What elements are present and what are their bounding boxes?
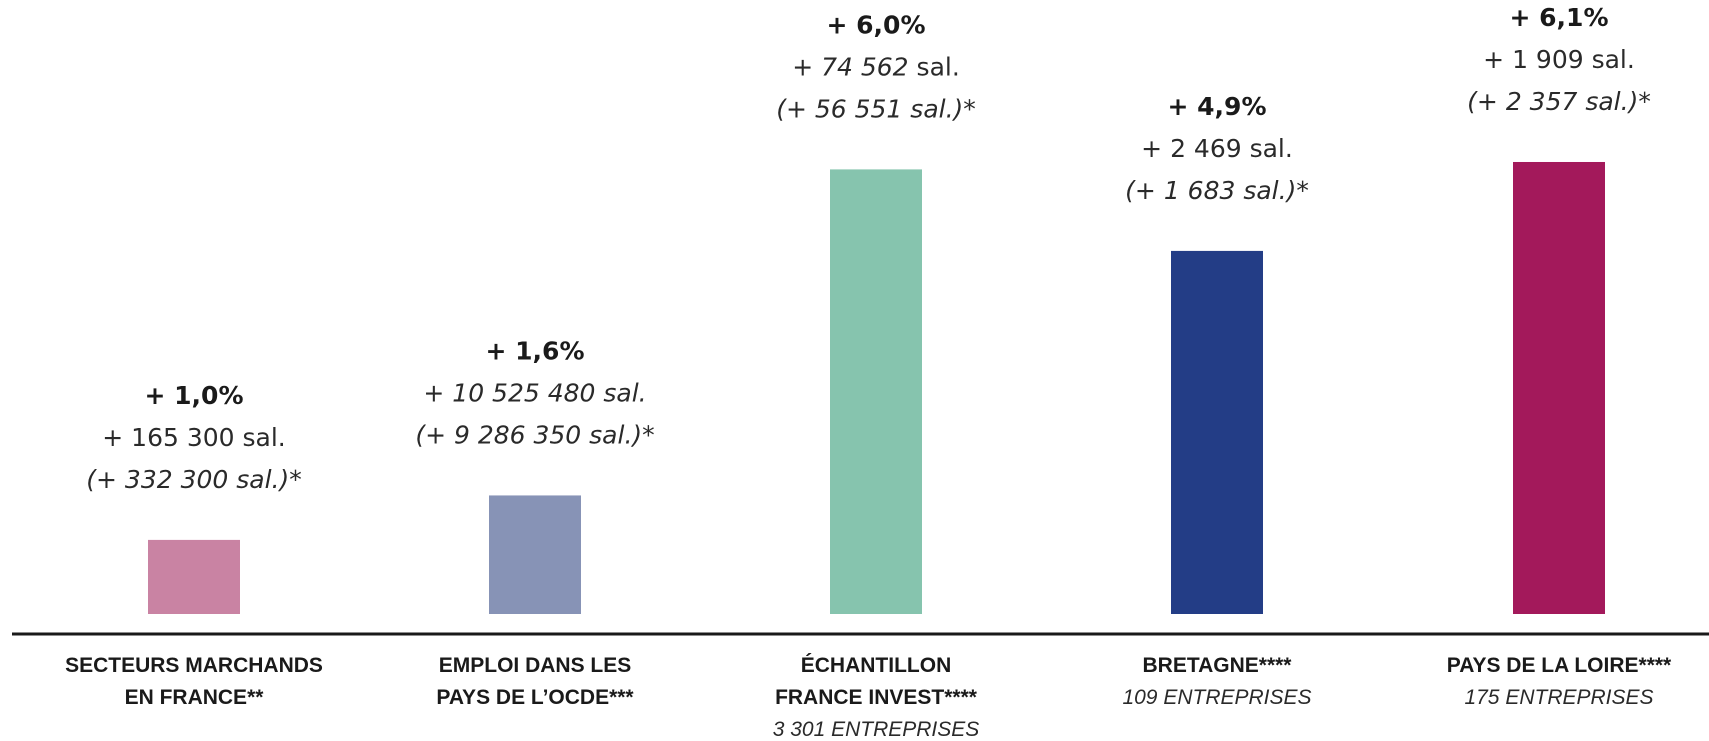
category-label-1-line-2: EN FRANCE**: [125, 686, 265, 709]
bar-1-percent-label: + 1,0%: [145, 381, 244, 410]
category-label-1-line-1: SECTEURS MARCHANDS: [65, 654, 323, 677]
category-subtitle-4: 109 ENTREPRISES: [1122, 686, 1311, 709]
category-label-2-line-1: EMPLOI DANS LES: [439, 654, 632, 677]
category-label-5-line-1: PAYS DE LA LOIRE****: [1447, 654, 1672, 677]
category-label-3-line-1: ÉCHANTILLON: [801, 654, 952, 677]
category-label-4-line-1: BRETAGNE****: [1143, 654, 1293, 677]
bar-3: [830, 169, 922, 614]
bar-3-percent-label: + 6,0%: [827, 10, 926, 39]
bar-1: [148, 539, 240, 614]
bar-5-percent-label: + 6,1%: [1510, 3, 1609, 32]
bar-4-previous-label: (+ 1 683 sal.)*: [1125, 176, 1309, 205]
bar-4-percent-label: + 4,9%: [1168, 92, 1267, 121]
bar-2-previous-label: (+ 9 286 350 sal.)*: [415, 420, 654, 449]
bar-1-previous-label: (+ 332 300 sal.)*: [86, 465, 301, 494]
bar-5-previous-label: (+ 2 357 sal.)*: [1467, 87, 1651, 116]
category-subtitle-5: 175 ENTREPRISES: [1464, 686, 1653, 709]
bar-3-employees-label: + 74 562 sal.: [792, 52, 960, 81]
bar-1-employees-label: + 165 300 sal.: [102, 423, 285, 452]
bar-2: [489, 495, 581, 614]
bar-5-employees-label: + 1 909 sal.: [1483, 45, 1635, 74]
bar-3-previous-label: (+ 56 551 sal.)*: [776, 94, 976, 123]
bar-4-employees-label: + 2 469 sal.: [1141, 134, 1293, 163]
bar-2-employees-label: + 10 525 480 sal.: [423, 378, 646, 407]
bar-5: [1513, 161, 1605, 615]
category-label-2-line-2: PAYS DE L’OCDE***: [436, 686, 634, 709]
category-label-3-line-2: FRANCE INVEST****: [775, 686, 978, 709]
category-subtitle-3: 3 301 ENTREPRISES: [773, 718, 980, 741]
bar-2-percent-label: + 1,6%: [486, 336, 585, 365]
bar-4: [1171, 250, 1263, 614]
